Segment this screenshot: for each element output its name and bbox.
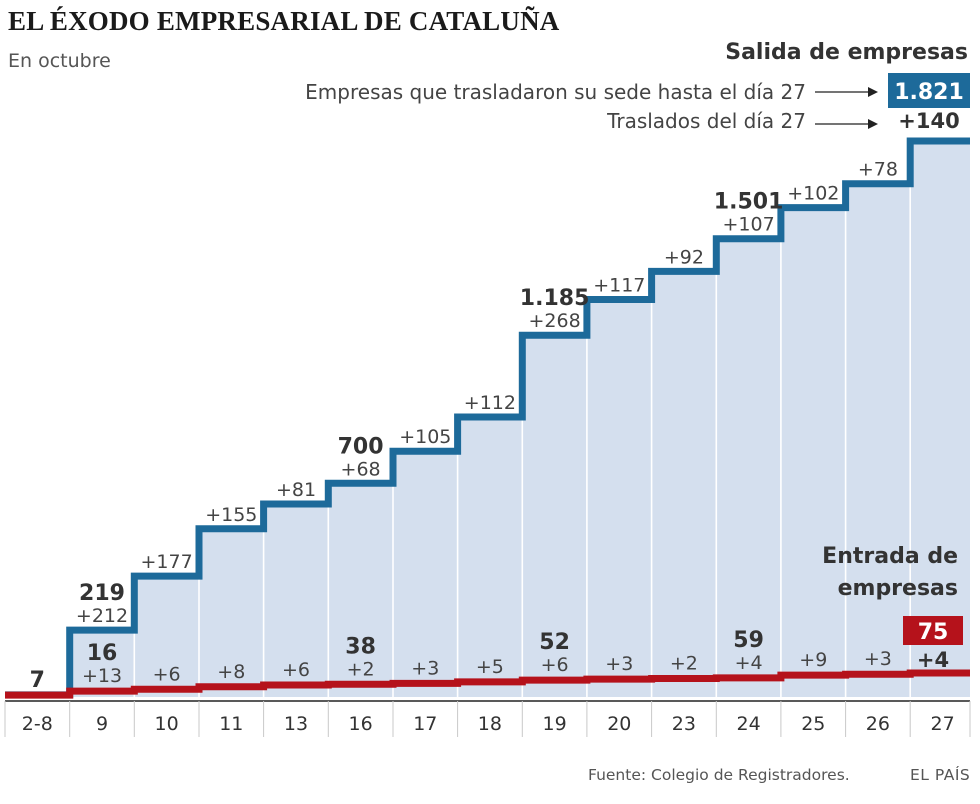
x-tick-label: 11 xyxy=(219,713,243,735)
salida-increment-label: +155 xyxy=(205,504,257,526)
entrada-cumulative-label: 52 xyxy=(539,630,570,655)
entrada-cumulative-label: 16 xyxy=(87,641,118,666)
salida-increment-label: +92 xyxy=(664,246,704,268)
salida-total-value: 1.821 xyxy=(894,80,964,105)
salida-cumulative-label: 1.185 xyxy=(520,286,590,311)
x-tick-label: 9 xyxy=(96,713,108,735)
entrada-increment-label: +2 xyxy=(347,658,375,680)
salida-increment-label: +105 xyxy=(399,426,451,448)
salida-day-value: +140 xyxy=(898,109,959,133)
salida-cumulative-label: 7 xyxy=(30,668,45,693)
entrada-increment-label: +3 xyxy=(605,653,633,675)
x-tick-label: 25 xyxy=(801,713,825,735)
salida-increment-label: +68 xyxy=(341,458,381,480)
x-tick-label: 24 xyxy=(737,713,761,735)
salida-increment-label: +212 xyxy=(76,605,128,627)
salida-total-note: Empresas que trasladaron su sede hasta e… xyxy=(305,80,806,104)
salida-increment-label: +112 xyxy=(464,392,516,414)
salida-cumulative-label: 700 xyxy=(338,434,384,459)
salida-increment-label: +177 xyxy=(141,551,193,573)
x-tick-label: 23 xyxy=(672,713,696,735)
entrada-cumulative-label: 38 xyxy=(345,634,376,659)
entrada-line xyxy=(5,669,970,699)
salida-increment-label: +81 xyxy=(276,479,316,501)
x-tick-label: 20 xyxy=(607,713,631,735)
page-title: EL ÉXODO EMPRESARIAL DE CATALUÑA xyxy=(8,6,560,36)
salida-increment-label: +117 xyxy=(593,275,645,297)
entrada-increment-label: +6 xyxy=(282,659,310,681)
entrada-increment-label: +3 xyxy=(864,648,892,670)
entrada-series-title-line2: empresas xyxy=(838,576,958,601)
x-tick-label: 17 xyxy=(413,713,437,735)
entrada-increment-label: +5 xyxy=(476,656,504,678)
x-tick-label: 13 xyxy=(284,713,308,735)
arrow-head-icon xyxy=(868,119,878,129)
arrow-head-icon xyxy=(868,87,878,97)
source-note: Fuente: Colegio de Registradores. xyxy=(588,766,850,784)
entrada-day-value: +4 xyxy=(917,648,949,672)
entrada-increment-label: +3 xyxy=(411,657,439,679)
x-tick-label: 2-8 xyxy=(22,713,53,735)
entrada-increment-label: +4 xyxy=(735,652,763,674)
salida-increment-label: +268 xyxy=(529,310,581,332)
salida-cumulative-label: 1.501 xyxy=(714,190,784,215)
salida-day-note: Traslados del día 27 xyxy=(606,109,806,133)
entrada-increment-label: +6 xyxy=(153,663,181,685)
salida-cumulative-label: 219 xyxy=(79,581,125,606)
x-tick-label: 19 xyxy=(543,713,567,735)
entrada-increment-label: +2 xyxy=(670,653,698,675)
salida-increment-label: +102 xyxy=(787,183,839,205)
entrada-cumulative-label: 59 xyxy=(733,628,764,653)
entrada-total-value: 75 xyxy=(918,620,949,645)
x-tick-label: 18 xyxy=(478,713,502,735)
salida-increment-label: +78 xyxy=(858,159,898,181)
entrada-series-title-line1: Entrada de xyxy=(822,544,958,569)
salida-line xyxy=(5,137,970,699)
salida-series-title: Salida de empresas xyxy=(725,40,968,65)
salida-increment-label: +107 xyxy=(723,214,775,236)
entrada-increment-label: +9 xyxy=(799,649,827,671)
page-subtitle: En octubre xyxy=(8,50,111,72)
x-tick-label: 10 xyxy=(155,713,179,735)
entrada-total-badge xyxy=(903,616,963,645)
x-tick-label: 16 xyxy=(349,713,373,735)
x-tick-label: 27 xyxy=(931,713,955,735)
entrada-increment-label: +8 xyxy=(217,661,245,683)
entrada-increment-label: +13 xyxy=(82,665,122,687)
entrada-increment-label: +6 xyxy=(541,654,569,676)
x-tick-label: 26 xyxy=(866,713,890,735)
brand-label: EL PAÍS xyxy=(910,766,971,784)
salida-total-badge xyxy=(888,73,970,108)
